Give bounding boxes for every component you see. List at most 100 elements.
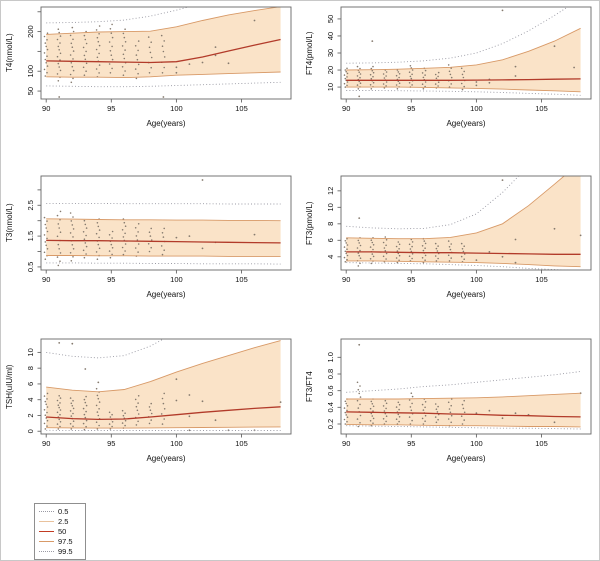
data-point (72, 248, 75, 250)
data-point (344, 411, 347, 414)
data-point (385, 244, 387, 247)
data-point (121, 66, 124, 68)
data-point (358, 217, 361, 219)
data-point (356, 399, 359, 402)
data-point (82, 422, 85, 425)
data-point (356, 75, 359, 77)
data-point (359, 422, 361, 424)
data-point (344, 423, 347, 425)
data-point (95, 68, 98, 70)
data-point (57, 45, 60, 48)
data-point (71, 46, 74, 48)
data-point (357, 265, 360, 267)
data-point (161, 72, 164, 74)
data-point (160, 245, 163, 247)
y-tick-label: 20 (326, 66, 335, 74)
x-tick-label: 95 (107, 275, 115, 284)
y-tick-label: 1.5 (26, 231, 35, 241)
data-point (201, 400, 204, 403)
data-point (71, 342, 74, 345)
data-point (435, 260, 438, 262)
legend-item-97.5: 97.5 (39, 538, 81, 546)
y-tick-label: 40 (326, 32, 335, 40)
data-point (370, 67, 373, 70)
data-point (58, 66, 60, 68)
data-point (435, 408, 438, 410)
data-point (434, 73, 437, 76)
data-point (372, 422, 374, 424)
data-point (369, 258, 372, 260)
data-point (124, 419, 127, 422)
data-point (214, 419, 217, 422)
data-point (56, 235, 59, 238)
data-point (343, 256, 346, 259)
data-point (385, 420, 387, 423)
legend-item-0.5: 0.5 (39, 508, 81, 516)
data-point (71, 65, 74, 68)
data-point (346, 248, 348, 250)
data-point (463, 419, 465, 421)
data-point (409, 423, 412, 425)
data-point (72, 77, 74, 80)
data-point (410, 392, 413, 394)
data-point (448, 408, 451, 410)
data-point (124, 424, 126, 427)
data-point (372, 248, 374, 251)
data-point (384, 250, 387, 252)
data-point (124, 243, 127, 245)
data-point (214, 54, 217, 57)
data-point (421, 403, 424, 406)
data-point (424, 259, 426, 261)
data-point (408, 243, 411, 246)
data-point (82, 249, 85, 252)
legend-label: 99.5 (58, 546, 73, 556)
data-point (56, 399, 59, 402)
data-point (437, 418, 439, 421)
panel-t4: 90 95 100 105 50 100 200 T4(nmol/L) Age(years) (1, 1, 301, 151)
data-point (385, 85, 387, 87)
data-point (43, 35, 46, 38)
data-point (357, 388, 360, 391)
data-point (163, 66, 165, 69)
data-point (82, 231, 85, 233)
data-point (463, 411, 466, 414)
data-point (56, 214, 59, 217)
t4-plot-svg: 90 95 100 105 50 100 200 (26, 6, 292, 113)
data-point (372, 244, 375, 246)
data-point (111, 230, 114, 233)
data-point (136, 239, 139, 241)
axes: 90 95 100 105 10 20 30 40 50 (326, 15, 548, 113)
data-point (96, 36, 99, 39)
data-point (253, 233, 256, 236)
data-point (84, 368, 87, 370)
data-point (175, 399, 178, 402)
data-point (58, 31, 60, 34)
percentile-2.5-line (346, 423, 581, 428)
data-point (134, 68, 137, 70)
x-tick-label: 90 (342, 439, 350, 448)
legend-item-2.5: 2.5 (39, 518, 81, 526)
data-point (163, 392, 165, 395)
data-point (175, 66, 178, 69)
data-point (72, 216, 74, 218)
data-point (421, 417, 424, 420)
x-tick-label: 100 (170, 439, 183, 448)
percentile-0.5-line (346, 90, 581, 96)
data-point (98, 44, 101, 47)
data-point (162, 236, 165, 238)
data-point (46, 406, 49, 408)
y-tick-label: 2 (26, 413, 35, 417)
data-point (383, 247, 386, 249)
data-point (514, 412, 517, 415)
data-point (43, 68, 46, 71)
data-point (370, 239, 373, 241)
data-point (45, 45, 47, 48)
data-point (461, 73, 464, 76)
data-point (435, 247, 438, 250)
y-axis-label: FT3/FT4 (305, 371, 314, 402)
data-point (147, 36, 150, 38)
data-point (137, 231, 139, 233)
data-point (434, 83, 437, 85)
data-point (44, 42, 47, 44)
data-point (85, 404, 88, 407)
